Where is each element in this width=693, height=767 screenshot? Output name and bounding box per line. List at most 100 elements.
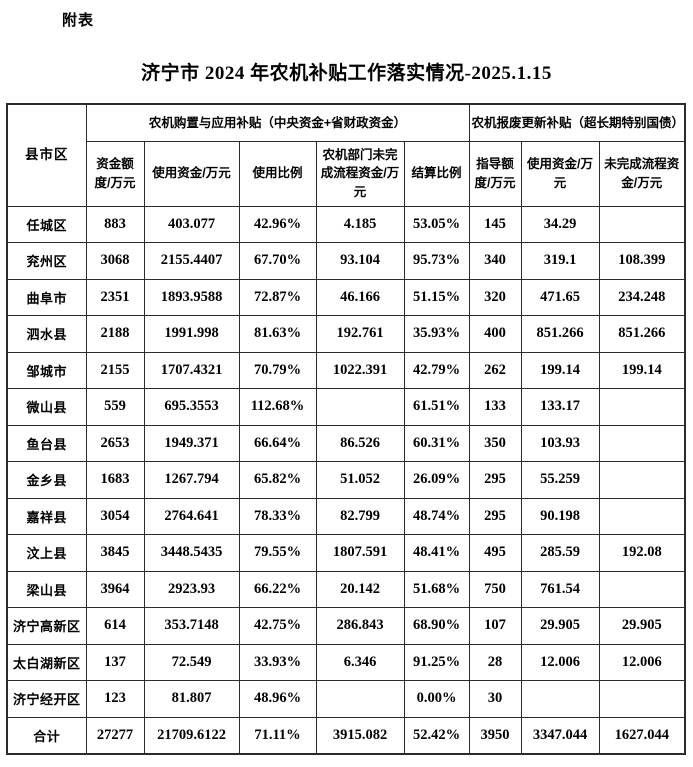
county-name-cell: 梁山县 (6, 570, 87, 608)
value-cell: 30 (468, 680, 522, 718)
value-cell: 2155 (85, 351, 145, 389)
value-cell: 66.22% (238, 570, 317, 608)
county-name-cell: 邹城市 (6, 351, 87, 389)
county-name-cell: 微山县 (6, 388, 87, 426)
value-cell: 3347.044 (520, 716, 600, 754)
value-cell: 2653 (85, 424, 145, 462)
column-header-usage-ratio: 使用比例 (238, 140, 317, 207)
column-header-used-fund: 使用资金/万元 (143, 140, 240, 207)
value-cell: 340 (468, 242, 522, 280)
value-cell: 133 (468, 388, 522, 426)
attachment-label: 附表 (62, 12, 95, 29)
value-cell: 883 (85, 205, 145, 243)
value-cell: 70.79% (238, 351, 317, 389)
column-header-unfinished-fund: 农机部门未完成流程资金/万元 (315, 140, 405, 207)
value-cell: 1949.371 (143, 424, 240, 462)
value-cell: 1627.044 (598, 716, 686, 754)
table-row: 梁山县 3964 2923.93 66.22% 20.142 51.68% 750 761.5… (6, 570, 686, 608)
county-name-cell: 任城区 (6, 205, 87, 243)
document-title: 济宁市 2024 年农机补贴工作落实情况-2025.1.15 (141, 63, 552, 84)
value-cell: 320 (468, 278, 522, 316)
value-cell: 71.11% (238, 716, 317, 754)
value-cell: 192.761 (315, 315, 405, 353)
value-cell: 3054 (85, 497, 145, 535)
value-cell: 199.14 (520, 351, 600, 389)
value-cell: 91.25% (403, 643, 470, 681)
value-cell (520, 680, 600, 718)
value-cell: 2188 (85, 315, 145, 353)
column-header-unfinished-fund-2: 未完成流程资金/万元 (598, 140, 686, 207)
value-cell: 3448.5435 (143, 534, 240, 572)
value-cell: 750 (468, 570, 522, 608)
table-row: 金乡县 1683 1267.794 65.82% 51.052 26.09% 295 55.2… (6, 461, 686, 499)
value-cell: 81.63% (238, 315, 317, 353)
group-header-purchase-subsidy: 农机购置与应用补贴（中央资金+省财政资金） (85, 103, 470, 142)
value-cell: 133.17 (520, 388, 600, 426)
value-cell: 137 (85, 643, 145, 681)
value-cell: 33.93% (238, 643, 317, 681)
county-name-cell: 鱼台县 (6, 424, 87, 462)
value-cell: 112.68% (238, 388, 317, 426)
value-cell (598, 570, 686, 608)
value-cell: 12.006 (520, 643, 600, 681)
header-group-row: 县市区 农机购置与应用补贴（中央资金+省财政资金） 农机报废更新补贴（超长期特别… (6, 103, 686, 207)
value-cell: 695.3553 (143, 388, 240, 426)
value-cell: 1707.4321 (143, 351, 240, 389)
value-cell: 2764.641 (143, 497, 240, 535)
value-cell: 68.90% (403, 607, 470, 645)
value-cell: 79.55% (238, 534, 317, 572)
county-name-cell: 济宁高新区 (6, 607, 87, 645)
value-cell: 78.33% (238, 497, 317, 535)
value-cell: 559 (85, 388, 145, 426)
value-cell: 51.052 (315, 461, 405, 499)
value-cell: 3915.082 (315, 716, 405, 754)
value-cell: 1022.391 (315, 351, 405, 389)
value-cell: 2351 (85, 278, 145, 316)
value-cell: 107 (468, 607, 522, 645)
value-cell: 103.93 (520, 424, 600, 462)
value-cell (598, 388, 686, 426)
value-cell: 6.346 (315, 643, 405, 681)
header-sub-row: 资金额度/万元 使用资金/万元 使用比例 农机部门未完成流程资金/万元 结算比例… (7, 140, 686, 207)
value-cell: 95.73% (403, 242, 470, 280)
county-name-cell: 金乡县 (6, 461, 87, 499)
value-cell (598, 680, 686, 718)
value-cell (598, 424, 686, 462)
value-cell: 61.51% (403, 388, 470, 426)
table-row: 微山县 559 695.3553 112.68% 61.51% 133 133.17 (6, 388, 686, 426)
value-cell: 81.807 (143, 680, 240, 718)
value-cell: 28 (468, 643, 522, 681)
value-cell: 51.15% (403, 278, 470, 316)
table-row: 济宁经开区 123 81.807 48.96% 0.00% 30 (6, 680, 686, 718)
table-row: 邹城市 2155 1707.4321 70.79% 1022.391 42.79% 262 1… (6, 351, 686, 389)
value-cell: 34.29 (520, 205, 600, 243)
value-cell: 27277 (85, 716, 145, 754)
value-cell: 51.68% (403, 570, 470, 608)
county-name-cell: 太白湖新区 (6, 643, 87, 681)
value-cell: 614 (85, 607, 145, 645)
table-row: 任城区 883 403.077 42.96% 4.185 53.05% 145 34.29 (6, 205, 686, 243)
column-header-settlement-ratio: 结算比例 (403, 140, 470, 207)
column-header-guide-quota: 指导额度/万元 (468, 140, 522, 207)
value-cell: 60.31% (403, 424, 470, 462)
value-cell: 4.185 (315, 205, 405, 243)
county-name-cell: 合计 (6, 716, 87, 754)
table-row: 曲阜市 2351 1893.9588 72.87% 46.166 51.15% 320 471… (6, 278, 686, 316)
value-cell: 35.93% (403, 315, 470, 353)
value-cell: 55.259 (520, 461, 600, 499)
value-cell: 1893.9588 (143, 278, 240, 316)
value-cell (598, 205, 686, 243)
value-cell: 48.96% (238, 680, 317, 718)
value-cell: 65.82% (238, 461, 317, 499)
county-name-cell: 嘉祥县 (6, 497, 87, 535)
value-cell: 93.104 (315, 242, 405, 280)
value-cell (315, 388, 405, 426)
table-row: 汶上县 3845 3448.5435 79.55% 1807.591 48.41% 495 2… (6, 534, 686, 572)
value-cell: 72.549 (143, 643, 240, 681)
value-cell: 90.198 (520, 497, 600, 535)
value-cell: 286.843 (315, 607, 405, 645)
table-row: 鱼台县 2653 1949.371 66.64% 86.526 60.31% 350 103.… (6, 424, 686, 462)
value-cell: 403.077 (143, 205, 240, 243)
value-cell: 3964 (85, 570, 145, 608)
